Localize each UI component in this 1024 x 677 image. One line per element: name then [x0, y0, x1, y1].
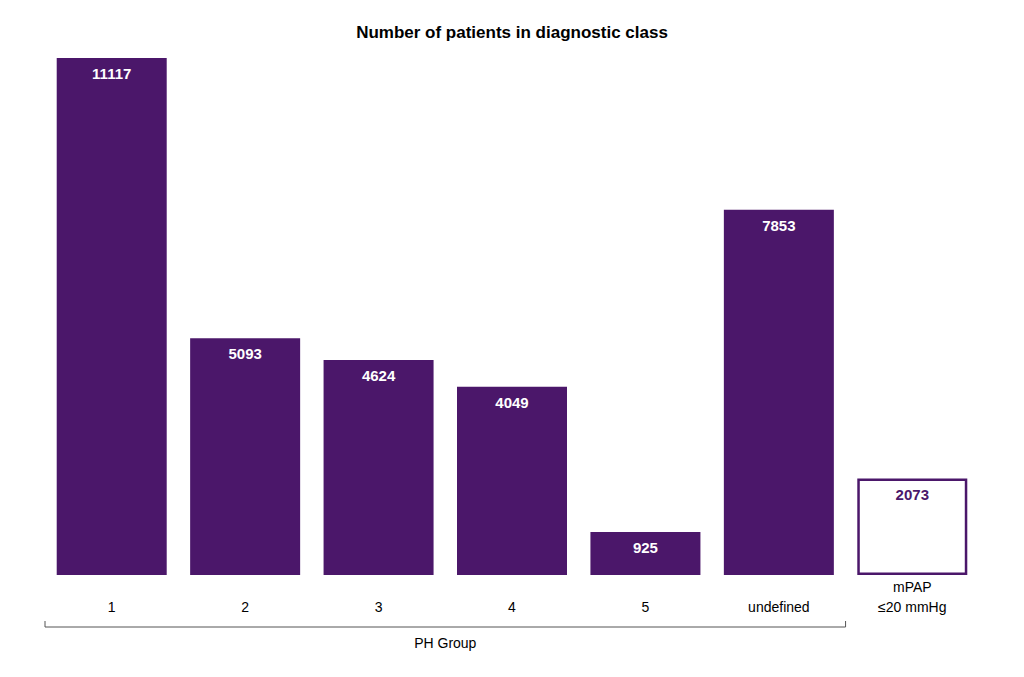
svg-text:4: 4: [508, 599, 516, 615]
svg-text:11117: 11117: [92, 65, 131, 82]
svg-text:PH Group: PH Group: [414, 635, 476, 651]
svg-text:undefined: undefined: [748, 599, 810, 615]
svg-text:5: 5: [642, 599, 650, 615]
svg-text:Number of patients in diagnost: Number of patients in diagnostic class: [356, 23, 668, 42]
svg-text:1: 1: [108, 599, 116, 615]
svg-text:5093: 5093: [228, 345, 261, 362]
svg-text:3: 3: [375, 599, 383, 615]
svg-text:7853: 7853: [762, 217, 795, 234]
svg-text:mPAP: mPAP: [893, 579, 932, 595]
svg-text:2: 2: [241, 599, 249, 615]
svg-text:2073: 2073: [896, 486, 929, 503]
svg-text:4049: 4049: [495, 394, 528, 411]
svg-text:4624: 4624: [362, 367, 396, 384]
svg-text:≤20 mmHg: ≤20 mmHg: [878, 599, 946, 615]
svg-text:925: 925: [633, 539, 658, 556]
